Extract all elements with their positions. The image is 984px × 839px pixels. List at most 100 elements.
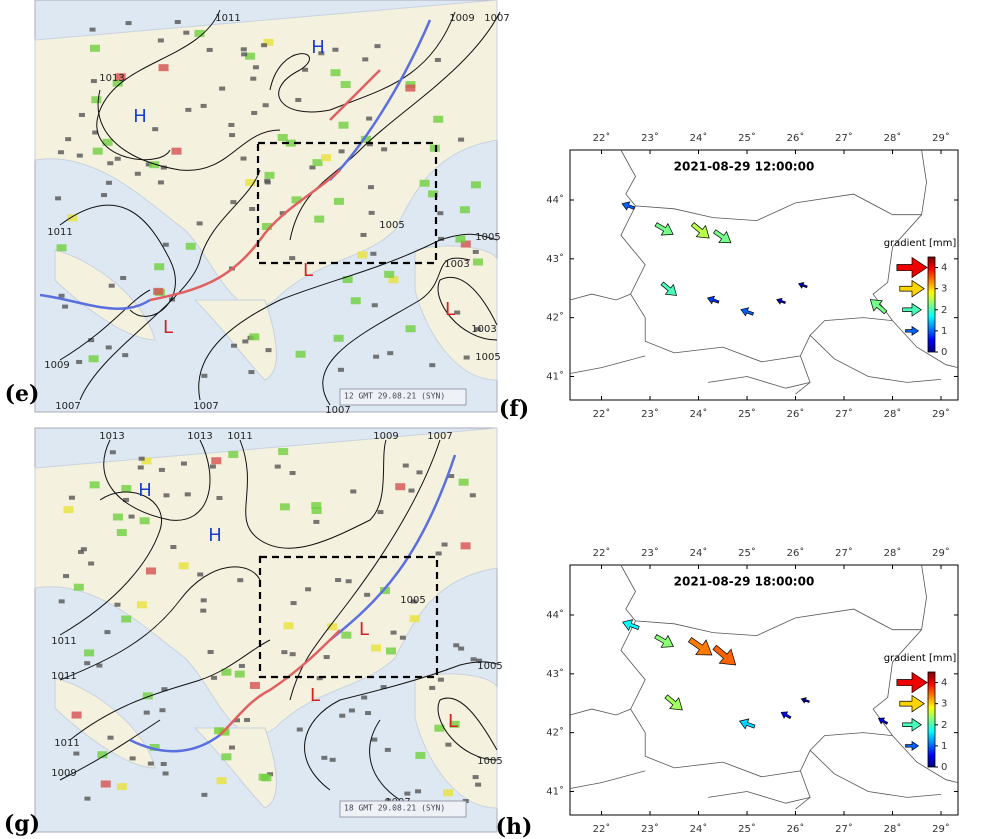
station-plot xyxy=(342,276,353,284)
station-plot xyxy=(371,303,378,308)
gradient-vector xyxy=(800,697,810,704)
station-plot xyxy=(409,615,420,623)
cold-front xyxy=(129,454,457,753)
station-plot xyxy=(200,103,207,108)
colorbar-tick-label: 0 xyxy=(941,347,947,358)
station-plot xyxy=(305,587,312,592)
map-frame xyxy=(569,149,959,401)
station-plot xyxy=(476,658,483,663)
gradient-vector xyxy=(877,717,889,725)
isobar xyxy=(369,719,401,801)
station-plot xyxy=(136,601,147,609)
pressure-center: H xyxy=(311,37,325,58)
station-plot xyxy=(443,789,454,797)
station-plot xyxy=(311,506,322,514)
station-plot xyxy=(415,789,422,794)
station-plot xyxy=(384,270,395,278)
station-plot xyxy=(387,351,394,356)
station-plot xyxy=(197,572,204,577)
station-plot xyxy=(327,623,338,631)
station-plot xyxy=(449,720,460,728)
isobar xyxy=(97,89,281,171)
land xyxy=(34,427,498,736)
station-plot xyxy=(76,153,83,158)
station-plot xyxy=(348,708,355,713)
station-plot xyxy=(209,464,216,469)
isobar-label: 1005 xyxy=(379,220,404,231)
station-plot xyxy=(157,38,164,43)
gradient-vector xyxy=(654,222,674,236)
station-plot xyxy=(458,646,465,651)
isobar-label: 1007 xyxy=(427,431,452,442)
station-plot xyxy=(84,661,91,666)
station-plot xyxy=(458,478,469,486)
station-plot xyxy=(405,325,416,333)
x-tick-label: 24˚ xyxy=(690,408,708,420)
station-plot xyxy=(279,503,290,511)
isobar-label: 1011 xyxy=(51,671,76,682)
station-plot xyxy=(171,147,182,155)
station-plot xyxy=(429,363,436,368)
station-plot xyxy=(381,147,388,152)
station-plot xyxy=(313,519,320,524)
gradient-vector xyxy=(660,281,678,296)
station-plot xyxy=(261,223,272,231)
weather-map: 1013 1013 1011 1009 1007 1011 1011 1005 1005 1011… xyxy=(4,427,503,837)
station-plot xyxy=(340,81,351,89)
x-tick-label: 22˚ xyxy=(593,132,611,144)
station-plot xyxy=(89,44,100,52)
station-plot xyxy=(104,630,111,635)
station-plot xyxy=(341,631,352,639)
station-plot xyxy=(88,561,95,566)
y-tick-label: 41˚ xyxy=(546,370,564,382)
station-plot xyxy=(105,345,112,350)
station-plot xyxy=(405,81,416,89)
station-plot xyxy=(448,474,455,479)
station-plot xyxy=(258,773,269,781)
stamp-box xyxy=(339,388,467,406)
isobar-label: 1005 xyxy=(475,352,500,363)
station-plot xyxy=(161,687,168,692)
land xyxy=(193,299,278,381)
isobar-label: 1013 xyxy=(99,73,124,84)
station-plot xyxy=(318,51,325,56)
station-plot xyxy=(88,338,95,343)
station-plot xyxy=(454,310,461,315)
colorbar-tick-label: 1 xyxy=(941,326,947,337)
x-tick-label: 22˚ xyxy=(593,408,611,420)
station-plot xyxy=(245,179,256,187)
station-plot xyxy=(295,350,306,358)
legend-arrow xyxy=(896,256,928,279)
station-plot xyxy=(380,587,391,595)
station-plot xyxy=(120,275,127,280)
station-plot xyxy=(475,782,482,787)
station-plot xyxy=(332,47,339,52)
station-plot xyxy=(149,161,160,169)
weather-map: 1011 1009 1007 1013 1011 1005 1005 1003 1003 1005… xyxy=(5,0,510,416)
station-plot xyxy=(185,242,196,250)
station-plot xyxy=(84,796,91,801)
x-tick-label: 25˚ xyxy=(738,823,756,835)
land xyxy=(54,677,156,769)
station-plot xyxy=(101,193,108,198)
isobar xyxy=(59,719,161,781)
station-plot xyxy=(97,751,108,759)
gradient-vector xyxy=(654,634,674,648)
station-plot xyxy=(274,464,281,469)
station-plot xyxy=(395,483,406,491)
station-plot xyxy=(57,150,64,155)
land xyxy=(54,249,156,341)
colorbar-tick-label: 1 xyxy=(941,741,947,752)
station-plot xyxy=(114,156,121,161)
station-plot xyxy=(267,772,274,777)
station-plot xyxy=(107,161,114,166)
x-tick-label: 27˚ xyxy=(835,547,853,559)
station-plot xyxy=(160,165,167,170)
panel-label: (g) xyxy=(4,811,40,837)
x-tick-label: 28˚ xyxy=(884,823,902,835)
station-plot xyxy=(281,650,288,655)
station-plot xyxy=(84,649,95,657)
station-plot xyxy=(183,30,190,35)
station-plot xyxy=(146,567,157,575)
